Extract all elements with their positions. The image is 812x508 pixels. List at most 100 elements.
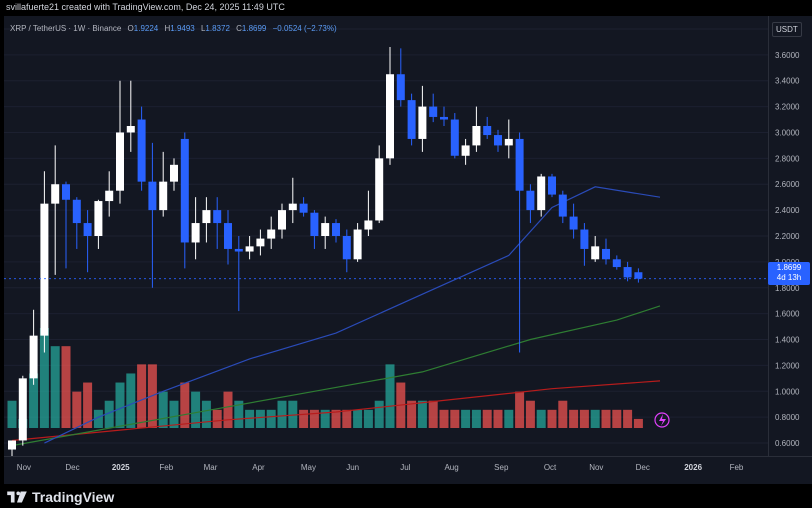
open-value: 1.9224 — [133, 24, 159, 33]
candle-body — [224, 223, 232, 249]
volume-bar — [104, 400, 114, 428]
candle-body — [191, 223, 200, 243]
time-tick-label: Dec — [636, 463, 650, 472]
volume-bar — [288, 400, 298, 428]
price-tick-label: 0.8000 — [775, 413, 800, 422]
volume-bar — [439, 409, 449, 428]
volume-bar — [158, 391, 168, 428]
candle-body — [396, 74, 405, 101]
volume-bar — [536, 409, 546, 428]
candlestick-chart[interactable] — [4, 16, 768, 456]
volume-bar — [223, 391, 233, 428]
time-tick-label: Dec — [65, 463, 79, 472]
candle-body — [288, 203, 297, 211]
candle-body — [634, 272, 643, 279]
volume-bar — [428, 400, 438, 428]
snapshot-header: svillafuerte21 created with TradingView.… — [6, 2, 285, 12]
alert-lightning-icon — [654, 412, 670, 428]
candle-body — [364, 220, 373, 230]
price-tick-label: 1.0000 — [775, 387, 800, 396]
volume-bar — [363, 409, 373, 428]
candle-body — [591, 246, 600, 260]
candle-body — [148, 181, 157, 211]
candle-body — [407, 100, 416, 139]
brand-name: TradingView — [32, 489, 115, 505]
candle-body — [504, 138, 513, 146]
footer — [0, 484, 812, 508]
currency-badge[interactable]: USDT — [772, 22, 802, 37]
candle-body — [51, 184, 60, 204]
candle-body — [170, 164, 178, 182]
volume-bar — [234, 400, 244, 428]
close-label: C — [236, 24, 242, 33]
tradingview-logo[interactable]: TradingView — [6, 488, 114, 506]
candle-body — [202, 210, 211, 224]
price-tick-label: 3.0000 — [775, 128, 800, 137]
time-tick-label: Feb — [159, 463, 173, 472]
volume-bar — [191, 391, 201, 428]
candle-body — [299, 203, 308, 213]
price-tick-label: 2.6000 — [775, 180, 800, 189]
volume-bar — [493, 409, 503, 428]
candle-body — [548, 176, 556, 195]
high-label: H — [164, 24, 171, 33]
candle-body — [440, 116, 448, 120]
candle-body — [472, 126, 481, 146]
candle-body — [580, 229, 589, 249]
time-tick-label: Oct — [544, 463, 557, 472]
volume-bar — [633, 418, 643, 428]
last-price-value: 1.8699 — [776, 263, 802, 272]
volume-bar — [590, 409, 600, 428]
low-value: 1.8372 — [205, 24, 230, 33]
candle-body — [386, 74, 394, 159]
volume-bar — [385, 364, 395, 428]
volume-bar — [61, 346, 71, 428]
volume-bar — [299, 409, 309, 428]
candle-body — [483, 126, 492, 136]
candle-body — [418, 106, 427, 139]
time-tick-label: May — [301, 463, 316, 472]
candle-body — [267, 229, 276, 239]
high-value: 1.9493 — [170, 24, 195, 33]
volume-bar — [417, 400, 427, 428]
volume-bar — [93, 409, 103, 428]
volume-bar — [601, 409, 611, 428]
time-tick-label: Jun — [346, 463, 359, 472]
candle-body — [526, 190, 535, 211]
volume-bar — [558, 400, 568, 428]
time-tick-label: 2026 — [684, 463, 702, 472]
volume-bar — [482, 409, 492, 428]
candle-body — [256, 238, 265, 247]
candle-body — [18, 378, 27, 441]
candle-body — [461, 145, 470, 156]
candle-body — [375, 158, 384, 221]
price-tick-label: 1.8000 — [775, 284, 800, 293]
volume-bar — [169, 400, 179, 428]
volume-bar — [266, 409, 276, 428]
candle-body — [515, 138, 524, 191]
volume-bar — [137, 364, 147, 428]
candle-body — [602, 248, 610, 260]
change-value: −0.0524 (−2.73%) — [272, 24, 337, 33]
candle-body — [116, 132, 124, 191]
candle-body — [126, 126, 135, 133]
volume-bar — [525, 400, 535, 428]
price-tick-label: 2.4000 — [775, 206, 800, 215]
volume-bar — [50, 346, 60, 428]
candle-body — [72, 199, 81, 224]
moving-average-blue — [44, 186, 661, 444]
price-axis[interactable]: 3.6000 3.4000 3.2000 3.0000 2.8000 2.6000 2.40… — [768, 16, 812, 456]
candle-body — [353, 229, 362, 260]
candle-body — [310, 212, 319, 236]
volume-bar — [612, 409, 622, 428]
candle-body — [321, 223, 330, 236]
volume-bar — [569, 409, 579, 428]
time-axis[interactable]: Nov Dec 2025 Feb Mar Apr May Jun Jul Aug Sep Oct Nov… — [4, 456, 812, 485]
volume-bar — [72, 391, 82, 428]
price-tick-label: 0.6000 — [775, 439, 800, 448]
price-tick-label: 2.8000 — [775, 154, 800, 163]
volume-bar — [623, 409, 633, 428]
last-price-tag: 1.8699 4d 13h — [768, 262, 810, 285]
candle-body — [494, 135, 502, 146]
candle-body — [94, 201, 103, 236]
